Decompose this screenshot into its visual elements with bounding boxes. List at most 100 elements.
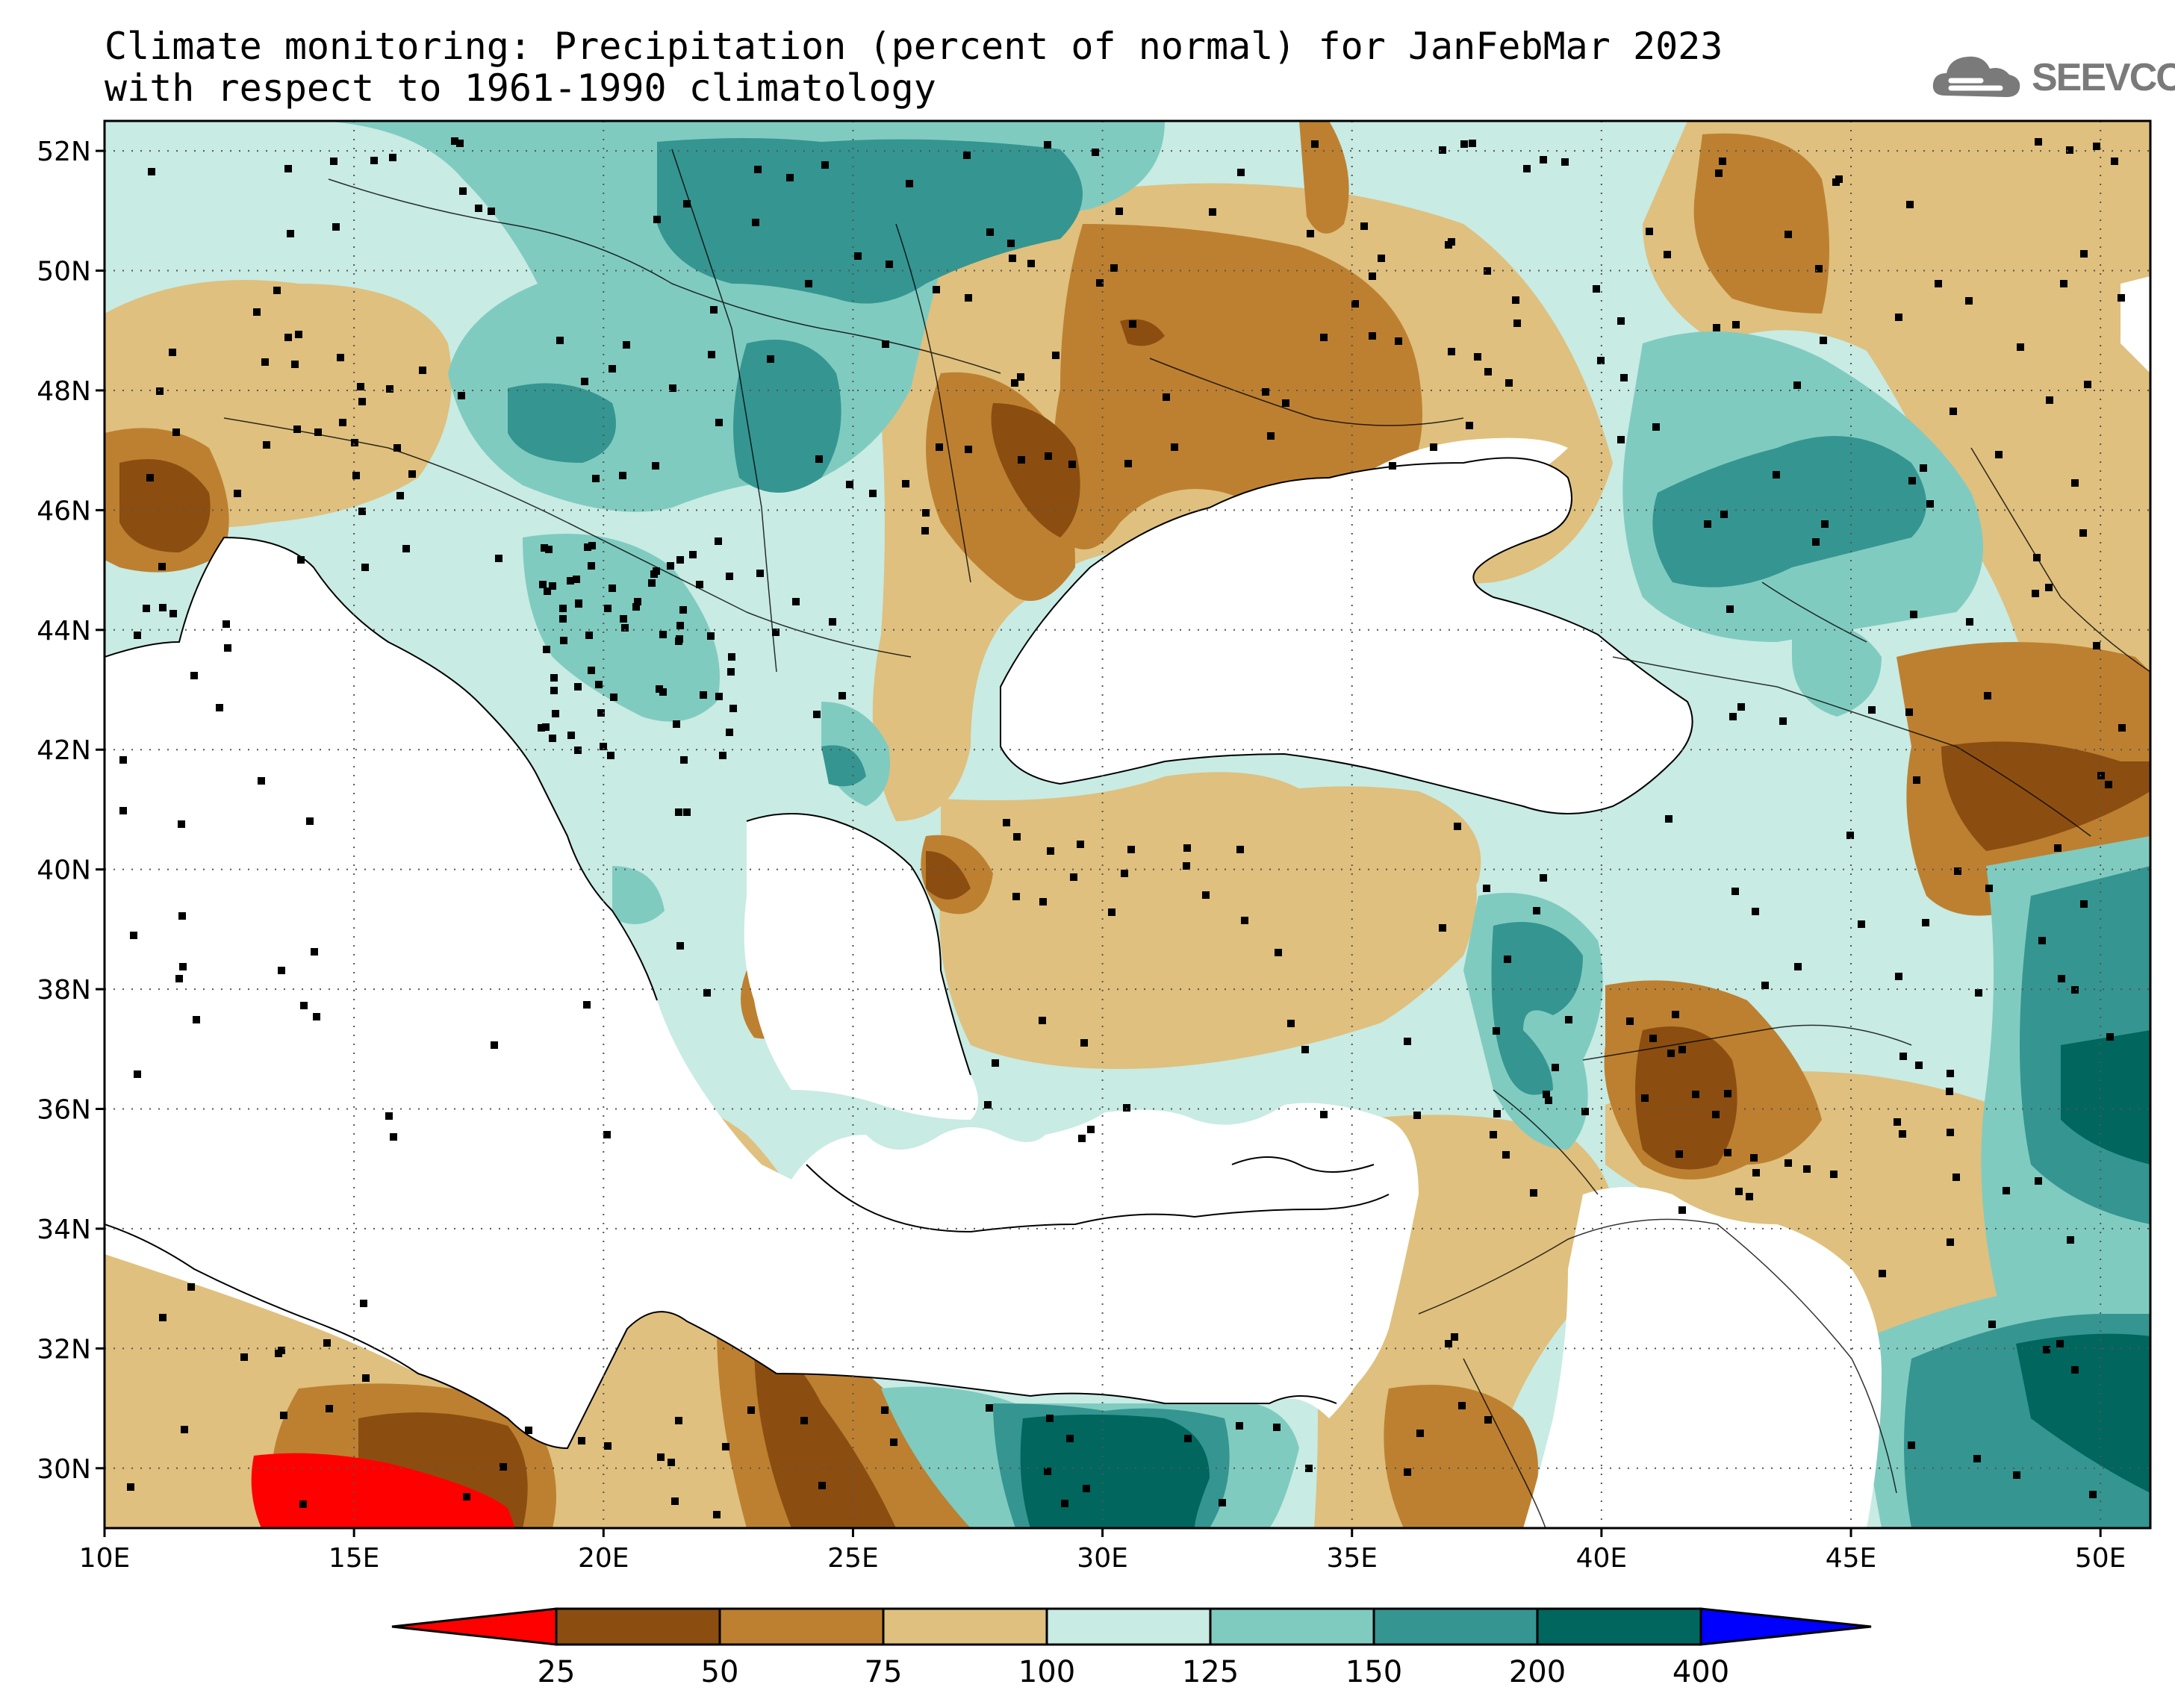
colorbar-label: 400 bbox=[1673, 1655, 1729, 1689]
colorbar-over-arrow bbox=[1699, 1607, 1872, 1646]
station-marker bbox=[675, 1417, 682, 1424]
seevccc-logo: SEEVCCC bbox=[1929, 46, 2175, 106]
station-marker bbox=[390, 1133, 397, 1141]
station-marker bbox=[1815, 265, 1823, 272]
station-marker bbox=[402, 545, 410, 552]
cloud-icon bbox=[1932, 56, 2020, 97]
station-marker bbox=[1087, 1126, 1095, 1133]
station-marker bbox=[1483, 885, 1490, 892]
station-marker bbox=[1061, 1500, 1068, 1507]
station-marker bbox=[683, 808, 691, 816]
station-marker bbox=[1975, 989, 1982, 997]
station-marker bbox=[1910, 611, 1917, 618]
station-marker bbox=[1950, 408, 1957, 415]
station-marker bbox=[158, 563, 166, 570]
station-marker bbox=[1750, 1154, 1758, 1162]
station-marker bbox=[1236, 846, 1244, 853]
colorbar-label: 25 bbox=[538, 1655, 576, 1689]
station-marker bbox=[1785, 231, 1792, 238]
station-marker bbox=[676, 635, 683, 643]
station-marker bbox=[680, 756, 688, 764]
station-marker bbox=[1121, 870, 1128, 877]
station-marker bbox=[1626, 1017, 1634, 1025]
station-marker bbox=[300, 1002, 308, 1009]
station-marker bbox=[1404, 1468, 1411, 1476]
station-marker bbox=[1545, 1097, 1552, 1104]
station-marker bbox=[754, 166, 762, 173]
station-marker bbox=[463, 1493, 470, 1500]
station-marker bbox=[1027, 260, 1035, 267]
azov-sea bbox=[1359, 437, 1568, 508]
station-marker bbox=[1715, 169, 1723, 177]
lon-tick-label: 10E bbox=[79, 1543, 131, 1574]
station-marker bbox=[1493, 1027, 1500, 1035]
station-marker bbox=[550, 687, 558, 694]
station-marker bbox=[2017, 343, 2024, 351]
station-marker bbox=[1947, 1238, 1954, 1246]
station-marker bbox=[2003, 1187, 2010, 1194]
station-marker bbox=[1012, 893, 1020, 900]
station-marker bbox=[1868, 706, 1876, 714]
station-marker bbox=[1505, 379, 1513, 387]
station-marker bbox=[1720, 511, 1728, 518]
station-marker bbox=[1451, 1333, 1458, 1341]
station-marker bbox=[488, 208, 495, 215]
station-marker bbox=[538, 724, 545, 732]
station-marker bbox=[1713, 324, 1720, 331]
lon-tick-label: 30E bbox=[1077, 1543, 1128, 1574]
station-marker bbox=[1731, 888, 1739, 895]
colorbar-legend: 25 50 75 100 125 150 200 400 bbox=[391, 1607, 1872, 1689]
station-marker bbox=[603, 1131, 611, 1138]
station-marker bbox=[179, 963, 187, 970]
station-marker bbox=[1080, 1039, 1088, 1047]
station-marker bbox=[713, 1511, 721, 1518]
station-marker bbox=[134, 1070, 141, 1078]
station-marker bbox=[1108, 908, 1115, 916]
map-gridlines bbox=[105, 121, 2150, 1528]
lat-tick-label: 42N bbox=[37, 735, 91, 766]
station-marker bbox=[2105, 781, 2112, 788]
station-marker bbox=[323, 1339, 331, 1347]
station-marker bbox=[1307, 230, 1314, 237]
station-marker bbox=[726, 573, 733, 580]
station-marker bbox=[1077, 841, 1084, 848]
station-marker bbox=[458, 392, 465, 399]
station-marker bbox=[1704, 520, 1711, 528]
station-marker bbox=[1946, 1088, 1953, 1095]
station-marker bbox=[1620, 374, 1628, 381]
station-marker bbox=[1785, 1159, 1792, 1167]
station-marker bbox=[1512, 296, 1519, 304]
aegean-sea bbox=[744, 814, 978, 1120]
station-marker bbox=[1879, 1270, 1886, 1277]
station-marker bbox=[581, 378, 588, 385]
station-marker bbox=[2071, 479, 2079, 487]
station-marker bbox=[1236, 1422, 1243, 1430]
station-marker bbox=[159, 1314, 167, 1321]
station-marker bbox=[130, 932, 137, 939]
station-marker bbox=[1052, 352, 1060, 359]
station-marker bbox=[1287, 1020, 1295, 1027]
station-marker bbox=[541, 544, 548, 552]
station-marker bbox=[1617, 436, 1625, 443]
station-marker bbox=[1926, 500, 1934, 508]
lat-tick-label: 50N bbox=[37, 257, 91, 287]
station-marker bbox=[1202, 891, 1210, 899]
station-marker bbox=[890, 1439, 897, 1446]
station-marker bbox=[805, 280, 812, 287]
station-marker bbox=[1115, 208, 1123, 215]
station-marker bbox=[1561, 158, 1569, 166]
station-marker bbox=[1413, 1112, 1421, 1119]
station-marker bbox=[1404, 1038, 1411, 1045]
station-marker bbox=[1794, 963, 1802, 970]
colorbar-segment bbox=[1209, 1607, 1375, 1646]
station-marker bbox=[544, 587, 551, 595]
station-marker bbox=[710, 306, 718, 314]
station-marker bbox=[2080, 900, 2088, 908]
lon-tick-label: 45E bbox=[1826, 1543, 1877, 1574]
station-marker bbox=[1301, 1046, 1309, 1053]
station-marker bbox=[1597, 357, 1605, 364]
station-marker bbox=[604, 1442, 612, 1450]
station-marker bbox=[1678, 1046, 1686, 1053]
station-marker bbox=[1846, 832, 1854, 839]
station-marker bbox=[2089, 1491, 2097, 1498]
